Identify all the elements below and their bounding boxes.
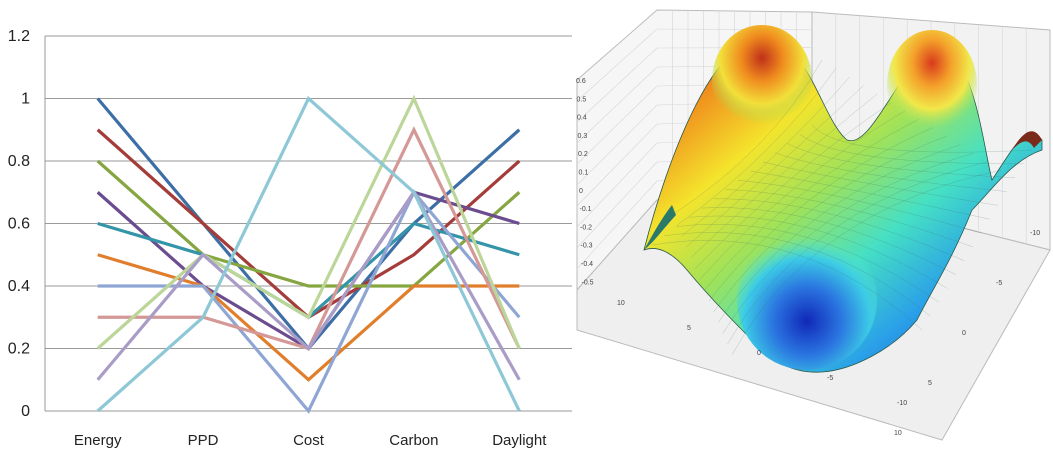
z-axis-ticks: 0.6 0.5 0.4 0.3 0.2 0.1 0 -0.1 -0.2 -0.3 -0.4 -0.5 bbox=[576, 78, 594, 286]
z-tick-label: -0.5 bbox=[582, 279, 594, 286]
y3d-tick-label: 10 bbox=[894, 430, 902, 437]
surface bbox=[643, 25, 1043, 373]
x3d-tick-label: 10 bbox=[617, 300, 625, 307]
y3d-tick-label: 0 bbox=[962, 330, 966, 337]
x3d-tick-label: -5 bbox=[827, 375, 833, 382]
z-tick-label: 0.1 bbox=[579, 170, 589, 177]
z-tick-label: 0 bbox=[579, 188, 583, 195]
y-tick-label: 0.6 bbox=[8, 216, 30, 233]
y3d-tick-label: -10 bbox=[1030, 230, 1040, 237]
y3d-tick-label: -5 bbox=[996, 280, 1002, 287]
series-line-6 bbox=[97, 253, 520, 382]
y-tick-label: 0.2 bbox=[8, 341, 30, 358]
y3d-tick-label: 5 bbox=[928, 380, 932, 387]
series-lines bbox=[96, 94, 521, 414]
y-tick-label: 0 bbox=[21, 403, 30, 420]
y-tick-label: 0.4 bbox=[8, 278, 30, 295]
y-tick-label: 1.2 bbox=[8, 28, 30, 45]
x-tick-label: Energy bbox=[74, 432, 122, 449]
z-tick-label: 0.3 bbox=[578, 133, 588, 140]
x3d-tick-label: 0 bbox=[757, 350, 761, 357]
x3d-tick-label: -10 bbox=[897, 400, 907, 407]
z-tick-label: 0.2 bbox=[578, 151, 588, 158]
series-line-9 bbox=[96, 94, 521, 350]
x-axis-ticks: Energy PPD Cost Carbon Daylight bbox=[74, 432, 547, 449]
z-tick-label: 0.4 bbox=[577, 115, 587, 122]
y-axis-ticks: 0 0.2 0.4 0.6 0.8 1 1.2 bbox=[8, 28, 30, 420]
parallel-coordinates-chart: 0 0.2 0.4 0.6 0.8 1 1.2 Energy PPD Cost Carbon Day… bbox=[8, 28, 572, 449]
x-tick-label: Daylight bbox=[492, 432, 547, 449]
z-tick-label: -0.3 bbox=[581, 243, 593, 250]
3d-surface-plot: 0.60.50.40.30.20.10-0.1-0.2-0.3-0.4-0.5 … bbox=[576, 9, 1051, 441]
x3d-tick-label: 5 bbox=[687, 325, 691, 332]
y-tick-label: 0.8 bbox=[8, 153, 30, 170]
series-line-10 bbox=[96, 189, 521, 381]
series-line-11 bbox=[96, 95, 521, 413]
z-tick-label: -0.1 bbox=[580, 206, 592, 213]
y-tick-label: 1 bbox=[21, 91, 30, 108]
x-tick-label: Carbon bbox=[389, 432, 438, 449]
y-axis-ticks-3d: -10 -5 0 5 10 bbox=[894, 230, 1040, 437]
z-tick-label: 0.6 bbox=[576, 78, 586, 85]
x-axis-ticks-3d: 10 5 0 -5 -10 bbox=[617, 300, 907, 407]
z-tick-label: -0.2 bbox=[580, 224, 592, 231]
z-tick-label: 0.5 bbox=[577, 96, 587, 103]
z-tick-label: -0.4 bbox=[581, 261, 593, 268]
x-tick-label: PPD bbox=[188, 432, 219, 449]
x-tick-label: Cost bbox=[293, 432, 325, 449]
